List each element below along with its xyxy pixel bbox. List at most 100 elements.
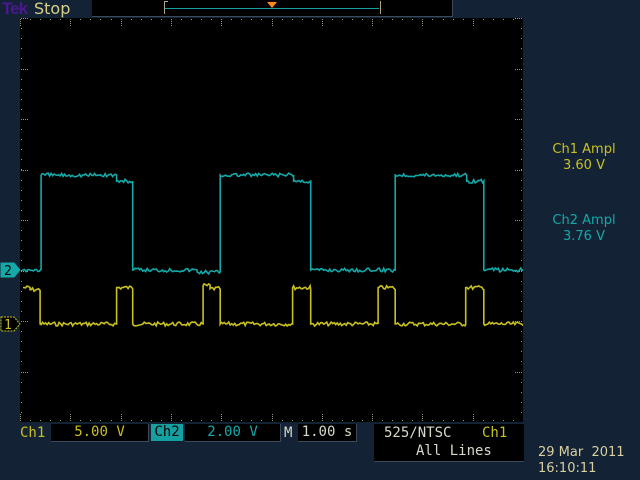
graticule-tick bbox=[483, 19, 484, 20]
graticule-tick bbox=[80, 19, 81, 20]
graticule-tick bbox=[521, 220, 522, 221]
graticule-tick bbox=[21, 240, 22, 241]
graticule-tick bbox=[21, 38, 22, 39]
graticule-tick bbox=[521, 38, 522, 39]
graticule-tick bbox=[372, 420, 373, 421]
graticule-tick bbox=[141, 19, 142, 20]
graticule-tick bbox=[521, 28, 522, 29]
measurement-value: 3.76 V bbox=[563, 229, 605, 244]
ch2-scale-readout[interactable]: 2.00 V bbox=[185, 424, 281, 442]
graticule-tick bbox=[473, 19, 474, 20]
timebase-readout[interactable]: 1.00 s bbox=[298, 424, 357, 442]
graticule-tick bbox=[21, 190, 22, 191]
ch1-ground-marker[interactable]: 1 bbox=[0, 316, 22, 333]
ch2-label[interactable]: Ch2 bbox=[151, 424, 183, 441]
ch1-scale-readout[interactable]: 5.00 V bbox=[51, 424, 149, 442]
graticule-tick bbox=[372, 416, 373, 417]
graticule-tick bbox=[412, 420, 413, 421]
ch2-waveform bbox=[21, 171, 523, 276]
graticule-tick bbox=[513, 420, 514, 421]
graticule-tick bbox=[70, 21, 71, 22]
ch1-label[interactable]: Ch1 bbox=[20, 425, 46, 441]
graticule-tick bbox=[517, 119, 518, 120]
graticule-tick bbox=[27, 372, 28, 373]
graticule bbox=[20, 18, 523, 422]
graticule-tick bbox=[221, 418, 222, 419]
graticule-tick bbox=[161, 420, 162, 421]
graticule-tick bbox=[131, 420, 132, 421]
graticule-tick bbox=[221, 19, 222, 20]
graticule-tick bbox=[272, 416, 273, 417]
graticule-tick bbox=[515, 18, 516, 19]
graticule-tick bbox=[322, 19, 323, 20]
graticule-tick bbox=[21, 311, 22, 312]
time: 16:10:11 bbox=[538, 461, 597, 476]
graticule-tick bbox=[23, 170, 24, 171]
graticule-tick bbox=[322, 420, 323, 421]
graticule-tick bbox=[521, 48, 522, 49]
graticule-tick bbox=[453, 19, 454, 20]
graticule-tick bbox=[23, 220, 24, 221]
graticule-tick bbox=[21, 281, 22, 282]
graticule-tick bbox=[221, 416, 222, 417]
graticule-tick bbox=[519, 119, 520, 120]
graticule-tick bbox=[515, 119, 516, 120]
graticule-tick bbox=[392, 420, 393, 421]
graticule-tick bbox=[521, 69, 522, 70]
graticule-tick bbox=[181, 420, 182, 421]
graticule-tick bbox=[21, 220, 22, 221]
graticule-tick bbox=[21, 139, 22, 140]
graticule-tick bbox=[521, 79, 522, 80]
graticule-tick bbox=[521, 139, 522, 140]
graticule-tick bbox=[372, 19, 373, 20]
graticule-tick bbox=[517, 220, 518, 221]
graticule-tick bbox=[21, 301, 22, 302]
graticule-tick bbox=[517, 321, 518, 322]
graticule-tick bbox=[302, 420, 303, 421]
graticule-tick bbox=[521, 240, 522, 241]
graticule-tick bbox=[443, 420, 444, 421]
graticule-tick bbox=[463, 19, 464, 20]
ch2-ground-marker[interactable]: 2 bbox=[0, 262, 22, 279]
graticule-tick bbox=[521, 250, 522, 251]
graticule-tick bbox=[272, 414, 273, 415]
graticule-tick bbox=[70, 418, 71, 419]
graticule-tick bbox=[422, 23, 423, 24]
graticule-tick bbox=[503, 19, 504, 20]
graticule-tick bbox=[121, 414, 122, 415]
graticule-tick bbox=[20, 416, 21, 417]
graticule-tick bbox=[521, 169, 522, 170]
graticule-tick bbox=[25, 220, 26, 221]
graticule-tick bbox=[513, 19, 514, 20]
graticule-tick bbox=[21, 200, 22, 201]
graticule-tick bbox=[372, 25, 373, 26]
graticule-tick bbox=[201, 420, 202, 421]
graticule-tick bbox=[23, 372, 24, 373]
graticule-tick bbox=[521, 372, 522, 373]
graticule-tick bbox=[40, 19, 41, 20]
graticule-tick bbox=[515, 69, 516, 70]
graticule-tick bbox=[521, 402, 522, 403]
trigger-readout[interactable]: 525/NTSC Ch1 All Lines bbox=[374, 424, 524, 462]
graticule-tick bbox=[382, 19, 383, 20]
graticule-tick bbox=[100, 420, 101, 421]
measurement-ch1-ampl: Ch1 Ampl 3.60 V bbox=[529, 142, 639, 174]
graticule-tick bbox=[60, 420, 61, 421]
graticule-tick bbox=[21, 402, 22, 403]
ch1-waveform bbox=[23, 282, 523, 328]
graticule-tick bbox=[231, 19, 232, 20]
graticule-tick bbox=[21, 119, 22, 120]
graticule-tick bbox=[521, 351, 522, 352]
graticule-tick bbox=[292, 420, 293, 421]
graticule-tick bbox=[121, 416, 122, 417]
graticule-tick bbox=[21, 159, 22, 160]
graticule-tick bbox=[21, 69, 22, 70]
measurement-value: 3.60 V bbox=[563, 158, 605, 173]
graticule-tick bbox=[519, 170, 520, 171]
graticule-tick bbox=[21, 79, 22, 80]
graticule-tick bbox=[221, 21, 222, 22]
graticule-tick bbox=[515, 372, 516, 373]
graticule-tick bbox=[21, 321, 22, 322]
graticule-tick bbox=[70, 420, 71, 421]
graticule-tick bbox=[521, 341, 522, 342]
